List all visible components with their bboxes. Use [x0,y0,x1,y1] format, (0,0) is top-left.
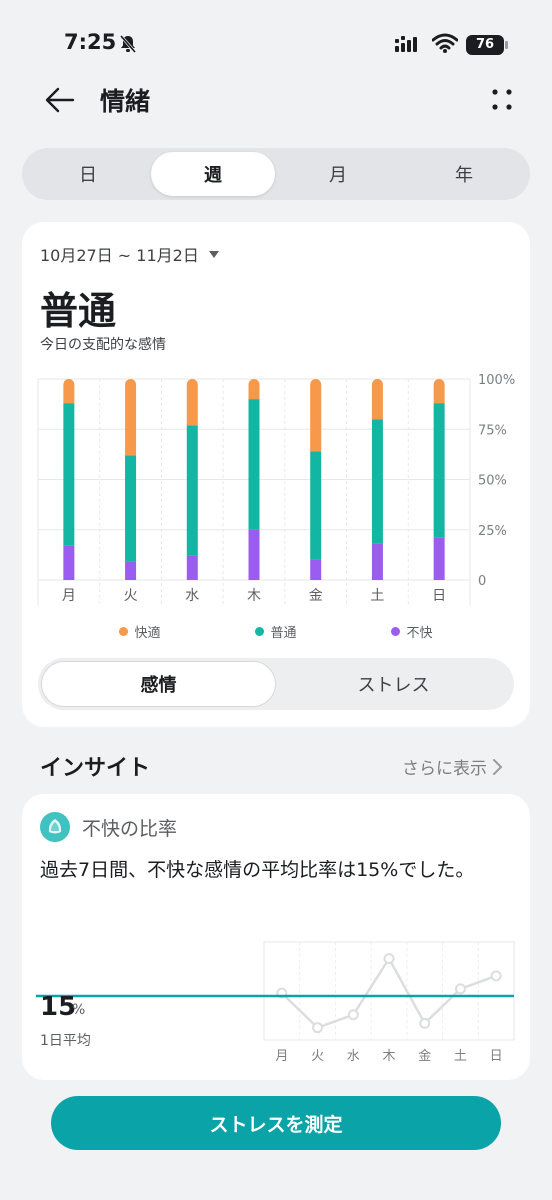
bar-segment [186,425,198,556]
stacked-bar-chart: 100% 75% 50% 25% 0 月 火 水 木 金 土 日 [37,373,515,606]
bar-segment [125,561,137,580]
tab-emotion[interactable]: 感情 [41,661,276,707]
bar-segment [63,545,75,580]
insight-card-title: 不快の比率 [82,818,178,840]
bar-segment [63,379,75,404]
insight-description: 過去7日間、不快な感情の平均比率は15%でした。 [40,859,475,881]
caret-down-icon [208,250,219,258]
x-tick-label: 金 [309,588,323,604]
battery-icon: 76 [466,35,504,55]
measure-stress-button[interactable]: ストレスを測定 [51,1096,501,1150]
dominant-mood-caption: 今日の支配的な感情 [40,337,166,353]
legend-item-comfort: 快適 [119,622,161,641]
bar-segment [186,555,198,580]
arrow-left-icon [45,87,75,113]
wifi-icon [431,33,459,57]
average-label: 1日平均 [40,1033,91,1049]
x-tick-label: 金 [418,1048,431,1064]
x-tick-label: 水 [347,1049,360,1064]
x-tick-label: 月 [275,1049,288,1064]
x-tick-label: 土 [370,588,384,604]
bar-segment [310,379,322,452]
tab-stress[interactable]: ストレス [357,675,430,696]
metric-selector: 感情 ストレス [38,658,514,710]
bar-segment [371,379,383,420]
emotion-app-icon [40,812,70,842]
show-more-link[interactable]: さらに表示 [402,754,503,779]
average-value: 15 [40,992,77,1022]
legend-label: 普通 [270,626,297,641]
bar-segment [248,399,260,530]
average-unit: % [72,1002,86,1018]
status-time: 7:25 [64,30,117,54]
bar-segment [433,537,445,580]
bar-segment [125,379,137,456]
legend-item-normal: 普通 [255,622,297,641]
bell-off-icon [118,34,138,58]
back-button[interactable] [40,80,80,120]
period-selector: 日 週 月 年 [22,148,530,200]
data-point [419,1017,431,1029]
y-tick-label: 0 [478,574,486,589]
date-range-label: 10月27日 ~ 11月2日 [40,246,199,265]
x-tick-label: 木 [382,1049,395,1064]
series-line [280,956,497,1030]
discomfort-line-chart: 月火水木金土日 [36,941,515,1064]
chart-legend: 快適 普通 不快 [22,622,530,641]
tab-year[interactable]: 年 [455,165,473,186]
discomfort-ratio-card[interactable]: 不快の比率 過去7日間、不快な感情の平均比率は15%でした。 月 火 水 木 金 土 日 1… [22,794,530,1080]
bar-segment [186,379,198,426]
data-point [312,1022,324,1034]
more-dots-icon [492,89,512,110]
x-tick-label: 木 [247,588,261,604]
legend-label: 不快 [406,626,433,641]
page-title: 情緒 [100,87,151,116]
x-tick-label: 水 [185,588,199,604]
bar-segment [63,403,75,546]
dominant-mood: 普通 [40,289,117,333]
data-point [347,1009,359,1021]
chevron-right-icon [493,758,503,775]
insight-section-title: インサイト [40,756,151,781]
data-point [454,983,466,995]
tab-month[interactable]: 月 [329,165,347,186]
bar-segment [371,419,383,544]
bar-segment [125,455,137,562]
bar-segment [433,403,445,538]
legend-dot [391,627,401,636]
y-tick-label: 25% [478,524,507,539]
y-tick-label: 100% [478,373,515,388]
x-tick-label: 日 [432,588,446,604]
line-chart-frame [263,941,515,1041]
legend-dot [255,627,265,636]
date-range-selector[interactable]: 10月27日 ~ 11月2日 [40,242,219,266]
y-tick-label: 50% [478,474,507,489]
bar-segment [310,559,322,580]
x-tick-label: 土 [454,1049,467,1064]
data-point [490,970,502,982]
tab-day[interactable]: 日 [79,165,97,186]
bar-segment [371,543,383,580]
emotion-chart-card: 10月27日 ~ 11月2日 普通 今日の支配的な感情 100% 75% 50% 25… [22,222,530,727]
legend-dot [119,627,129,636]
more-options-button[interactable] [484,82,520,118]
x-tick-label: 火 [311,1049,324,1064]
bar-segment [310,451,322,560]
legend-label: 快適 [134,626,161,641]
legend-item-discomfort: 不快 [391,622,433,641]
show-more-label: さらに表示 [402,759,487,779]
tab-week[interactable]: 週 [151,152,275,196]
bar-segment [248,379,260,400]
signal-icon [395,36,421,58]
bar-segment [248,529,260,580]
x-tick-label: 日 [490,1049,503,1064]
data-point [383,953,395,965]
y-tick-label: 75% [478,423,507,438]
x-tick-label: 火 [124,588,138,604]
x-tick-label: 月 [62,588,76,604]
battery-tip [505,41,508,49]
bar-segment [433,379,445,404]
